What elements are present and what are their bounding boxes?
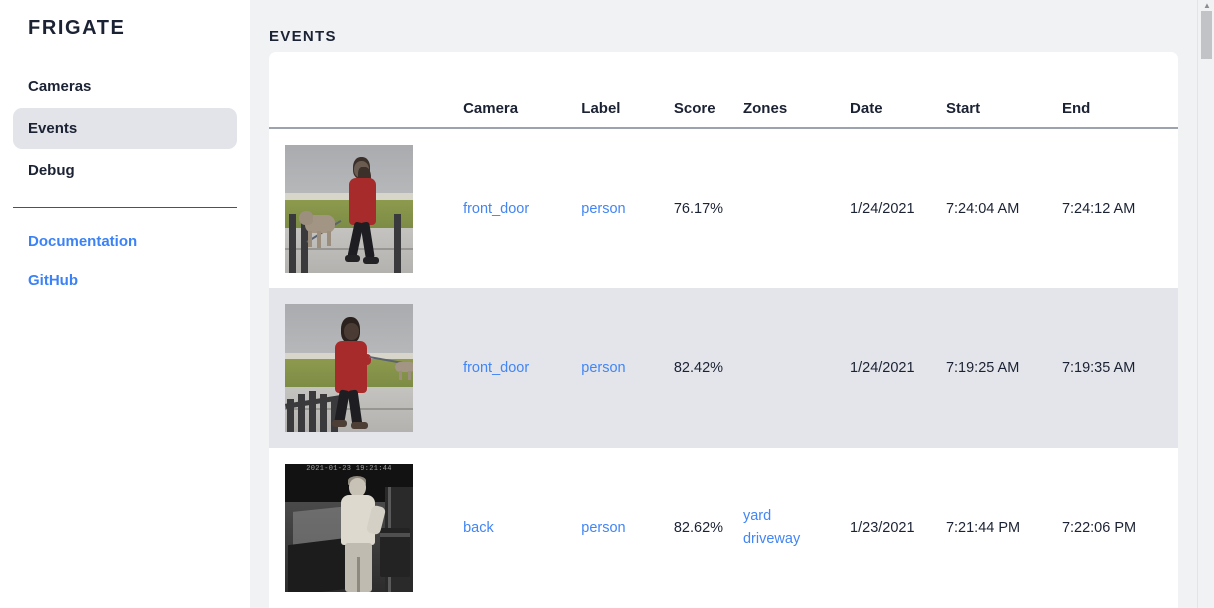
thumbnail-timestamp-overlay: 2021-01-23 19:21:44 [306, 465, 392, 473]
event-thumbnail-cell [269, 128, 463, 288]
event-zones-cell: yard driveway [743, 448, 850, 608]
events-table-head: Camera Label Score Zones Date Start End [269, 52, 1178, 128]
sidebar-link-github[interactable]: GitHub [28, 272, 78, 289]
event-camera-cell: front_door [463, 128, 581, 288]
table-row[interactable]: front_door person 76.17% 1/24/2021 7:24:… [269, 128, 1178, 288]
event-thumbnail-cell [269, 288, 463, 448]
events-table: Camera Label Score Zones Date Start End [269, 52, 1178, 608]
event-start-cell: 7:24:04 AM [945, 200, 1020, 217]
event-end-cell: 7:22:06 PM [1061, 520, 1137, 536]
event-zones-cell [743, 288, 850, 448]
event-label-link[interactable]: person [581, 200, 626, 217]
column-header-date: Date [850, 100, 883, 117]
table-row[interactable]: front_door person 82.42% 1/24/2021 7:19:… [269, 288, 1178, 448]
column-header-end: End [1061, 100, 1091, 117]
event-camera-link[interactable]: back [463, 520, 494, 536]
event-score-cell: 82.62% [673, 520, 724, 536]
event-camera-cell: back [463, 448, 581, 608]
app-brand-title: FRIGATE [28, 17, 126, 39]
events-table-header-row: Camera Label Score Zones Date Start End [269, 52, 1178, 128]
event-end-cell: 7:24:12 AM [1061, 200, 1136, 217]
event-date-cell: 1/24/2021 [850, 360, 915, 376]
event-date-cell: 1/23/2021 [850, 520, 915, 536]
column-header-camera: Camera [463, 100, 519, 117]
event-camera-cell: front_door [463, 288, 581, 448]
sidebar-external-links: Documentation GitHub [0, 222, 250, 300]
event-label-cell: person [581, 128, 674, 288]
event-label-link[interactable]: person [581, 360, 626, 376]
event-thumbnail-image[interactable] [285, 304, 413, 432]
event-camera-link[interactable]: front_door [463, 200, 530, 217]
event-zone-link-driveway[interactable]: driveway [742, 531, 801, 547]
event-label-cell: person [581, 288, 674, 448]
column-header-score: Score [673, 100, 716, 117]
event-label-cell: person [581, 448, 674, 608]
event-zones-cell [743, 128, 850, 288]
column-header-label: Label [581, 100, 621, 117]
event-score-cell: 76.17% [673, 200, 724, 217]
main-content: EVENTS Camera Label Score Zones Date Sta… [250, 0, 1214, 608]
table-row[interactable]: 2021-01-23 19:21:44 back person 82.62% [269, 448, 1178, 608]
events-card: Camera Label Score Zones Date Start End [269, 52, 1178, 608]
sidebar-divider [13, 207, 237, 208]
sidebar-item-cameras[interactable]: Cameras [28, 78, 92, 95]
sidebar-item-events[interactable]: Events [13, 108, 237, 149]
sidebar: FRIGATE Cameras Events Debug Documentati… [0, 0, 250, 608]
event-start-cell: 7:19:25 AM [945, 360, 1020, 376]
event-zone-link-yard[interactable]: yard [742, 507, 772, 524]
event-thumbnail-image[interactable] [285, 144, 413, 273]
event-label-link[interactable]: person [581, 520, 626, 536]
sidebar-item-debug[interactable]: Debug [28, 162, 75, 179]
page-title: EVENTS [269, 28, 337, 46]
column-header-thumbnail [269, 52, 463, 128]
event-score-cell: 82.42% [673, 360, 724, 376]
event-camera-link[interactable]: front_door [463, 360, 530, 376]
event-zone-list: yard driveway [743, 505, 850, 552]
event-date-cell: 1/24/2021 [850, 200, 915, 217]
sidebar-nav: Cameras Events Debug [0, 66, 250, 191]
sidebar-link-documentation[interactable]: Documentation [28, 233, 138, 250]
event-thumbnail-cell: 2021-01-23 19:21:44 [269, 448, 463, 608]
scrollbar-thumb[interactable] [1201, 11, 1212, 59]
column-header-zones: Zones [742, 100, 788, 117]
scroll-up-arrow-icon[interactable]: ▲ [1203, 1, 1211, 10]
events-table-body: front_door person 76.17% 1/24/2021 7:24:… [269, 128, 1178, 608]
event-thumbnail-image[interactable]: 2021-01-23 19:21:44 [285, 464, 413, 592]
page-scrollbar[interactable]: ▲ [1197, 0, 1214, 608]
event-start-cell: 7:21:44 PM [945, 520, 1021, 536]
column-header-start: Start [945, 100, 981, 117]
event-end-cell: 7:19:35 AM [1061, 360, 1136, 376]
